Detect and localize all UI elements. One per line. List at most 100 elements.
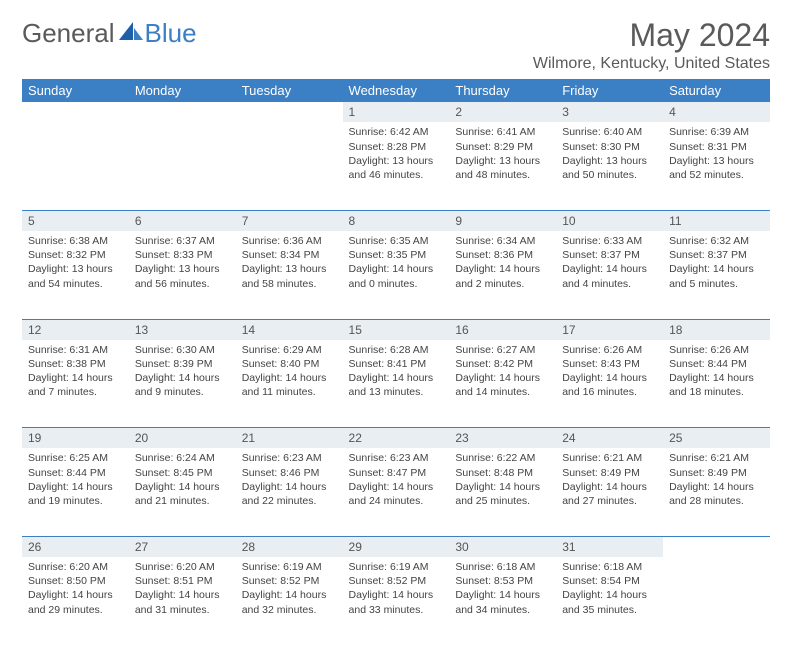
daylight-text: Daylight: 14 hours and 21 minutes. (135, 480, 230, 508)
day-details-cell: Sunrise: 6:29 AMSunset: 8:40 PMDaylight:… (236, 340, 343, 428)
daylight-text: Daylight: 14 hours and 16 minutes. (562, 371, 657, 399)
day-details-cell: Sunrise: 6:26 AMSunset: 8:44 PMDaylight:… (663, 340, 770, 428)
sunset-text: Sunset: 8:43 PM (562, 357, 657, 371)
day-details-cell: Sunrise: 6:20 AMSunset: 8:50 PMDaylight:… (22, 557, 129, 645)
sunset-text: Sunset: 8:28 PM (349, 140, 444, 154)
daylight-text: Daylight: 13 hours and 46 minutes. (349, 154, 444, 182)
daylight-text: Daylight: 14 hours and 9 minutes. (135, 371, 230, 399)
sunset-text: Sunset: 8:44 PM (28, 466, 123, 480)
weekday-header: Sunday (22, 79, 129, 102)
daylight-text: Daylight: 14 hours and 14 minutes. (455, 371, 550, 399)
day-details-cell: Sunrise: 6:21 AMSunset: 8:49 PMDaylight:… (663, 448, 770, 536)
day-details-cell (22, 122, 129, 210)
sunrise-text: Sunrise: 6:38 AM (28, 234, 123, 248)
sunrise-text: Sunrise: 6:26 AM (562, 343, 657, 357)
day-details-cell: Sunrise: 6:18 AMSunset: 8:53 PMDaylight:… (449, 557, 556, 645)
sunset-text: Sunset: 8:48 PM (455, 466, 550, 480)
sunrise-text: Sunrise: 6:23 AM (242, 451, 337, 465)
sunset-text: Sunset: 8:46 PM (242, 466, 337, 480)
day-number-cell: 9 (449, 210, 556, 231)
day-number-row: 567891011 (22, 210, 770, 231)
weekday-header: Tuesday (236, 79, 343, 102)
day-number-cell: 18 (663, 319, 770, 340)
sunrise-text: Sunrise: 6:31 AM (28, 343, 123, 357)
day-details-cell: Sunrise: 6:28 AMSunset: 8:41 PMDaylight:… (343, 340, 450, 428)
day-details-cell: Sunrise: 6:38 AMSunset: 8:32 PMDaylight:… (22, 231, 129, 319)
sunrise-text: Sunrise: 6:39 AM (669, 125, 764, 139)
weekday-header: Thursday (449, 79, 556, 102)
day-details-cell: Sunrise: 6:39 AMSunset: 8:31 PMDaylight:… (663, 122, 770, 210)
sunrise-text: Sunrise: 6:20 AM (28, 560, 123, 574)
day-number-cell: 5 (22, 210, 129, 231)
day-details-cell: Sunrise: 6:19 AMSunset: 8:52 PMDaylight:… (343, 557, 450, 645)
sunrise-text: Sunrise: 6:20 AM (135, 560, 230, 574)
sunrise-text: Sunrise: 6:41 AM (455, 125, 550, 139)
sunrise-text: Sunrise: 6:26 AM (669, 343, 764, 357)
sunset-text: Sunset: 8:51 PM (135, 574, 230, 588)
sunrise-text: Sunrise: 6:37 AM (135, 234, 230, 248)
day-number-cell: 13 (129, 319, 236, 340)
sunset-text: Sunset: 8:49 PM (562, 466, 657, 480)
day-number-cell (129, 102, 236, 122)
sunrise-text: Sunrise: 6:21 AM (562, 451, 657, 465)
weekday-header: Wednesday (343, 79, 450, 102)
day-details-row: Sunrise: 6:31 AMSunset: 8:38 PM Daylight:… (22, 340, 770, 428)
daylight-text: Daylight: 13 hours and 56 minutes. (135, 262, 230, 290)
brand-logo: General Blue (22, 18, 197, 49)
sunset-text: Sunset: 8:39 PM (135, 357, 230, 371)
day-details-cell: Sunrise: 6:18 AMSunset: 8:54 PMDaylight:… (556, 557, 663, 645)
day-details-cell: Sunrise: 6:19 AMSunset: 8:52 PMDaylight:… (236, 557, 343, 645)
daylight-text: Daylight: 13 hours and 50 minutes. (562, 154, 657, 182)
sunset-text: Sunset: 8:38 PM (28, 357, 123, 371)
day-number-row: 1234 (22, 102, 770, 122)
sunrise-text: Sunrise: 6:34 AM (455, 234, 550, 248)
daylight-text: Daylight: 14 hours and 11 minutes. (242, 371, 337, 399)
day-number-cell: 8 (343, 210, 450, 231)
day-number-cell: 1 (343, 102, 450, 122)
sunrise-text: Sunrise: 6:40 AM (562, 125, 657, 139)
daylight-text: Daylight: 14 hours and 28 minutes. (669, 480, 764, 508)
day-number-cell: 11 (663, 210, 770, 231)
sunset-text: Sunset: 8:34 PM (242, 248, 337, 262)
day-details-cell: Sunrise: 6:40 AMSunset: 8:30 PMDaylight:… (556, 122, 663, 210)
sunset-text: Sunset: 8:49 PM (669, 466, 764, 480)
day-details-cell: Sunrise: 6:41 AMSunset: 8:29 PMDaylight:… (449, 122, 556, 210)
day-number-cell: 29 (343, 536, 450, 557)
day-details-cell (129, 122, 236, 210)
day-number-cell: 28 (236, 536, 343, 557)
day-number-cell: 31 (556, 536, 663, 557)
day-number-cell: 30 (449, 536, 556, 557)
day-details-cell: Sunrise: 6:20 AMSunset: 8:51 PMDaylight:… (129, 557, 236, 645)
daylight-text: Daylight: 14 hours and 33 minutes. (349, 588, 444, 616)
location-label: Wilmore, Kentucky, United States (533, 55, 770, 73)
day-details-cell (236, 122, 343, 210)
day-details-cell: Sunrise: 6:27 AMSunset: 8:42 PMDaylight:… (449, 340, 556, 428)
day-details-cell: Sunrise: 6:31 AMSunset: 8:38 PMDaylight:… (22, 340, 129, 428)
sunset-text: Sunset: 8:41 PM (349, 357, 444, 371)
day-number-cell (663, 536, 770, 557)
day-details-cell: Sunrise: 6:24 AMSunset: 8:45 PMDaylight:… (129, 448, 236, 536)
day-number-cell: 21 (236, 428, 343, 449)
day-details-cell: Sunrise: 6:30 AMSunset: 8:39 PMDaylight:… (129, 340, 236, 428)
day-details-cell: Sunrise: 6:21 AMSunset: 8:49 PMDaylight:… (556, 448, 663, 536)
day-details-cell: Sunrise: 6:36 AMSunset: 8:34 PMDaylight:… (236, 231, 343, 319)
sunrise-text: Sunrise: 6:33 AM (562, 234, 657, 248)
day-number-row: 19202122232425 (22, 428, 770, 449)
sunset-text: Sunset: 8:29 PM (455, 140, 550, 154)
sunset-text: Sunset: 8:30 PM (562, 140, 657, 154)
daylight-text: Daylight: 14 hours and 35 minutes. (562, 588, 657, 616)
sunset-text: Sunset: 8:37 PM (669, 248, 764, 262)
sunset-text: Sunset: 8:52 PM (349, 574, 444, 588)
sunset-text: Sunset: 8:50 PM (28, 574, 123, 588)
daylight-text: Daylight: 14 hours and 2 minutes. (455, 262, 550, 290)
day-number-cell: 3 (556, 102, 663, 122)
day-number-cell: 17 (556, 319, 663, 340)
daylight-text: Daylight: 14 hours and 24 minutes. (349, 480, 444, 508)
sunset-text: Sunset: 8:44 PM (669, 357, 764, 371)
sunset-text: Sunset: 8:54 PM (562, 574, 657, 588)
day-details-cell: Sunrise: 6:22 AMSunset: 8:48 PMDaylight:… (449, 448, 556, 536)
day-number-cell: 20 (129, 428, 236, 449)
daylight-text: Daylight: 14 hours and 29 minutes. (28, 588, 123, 616)
daylight-text: Daylight: 14 hours and 22 minutes. (242, 480, 337, 508)
sunset-text: Sunset: 8:32 PM (28, 248, 123, 262)
